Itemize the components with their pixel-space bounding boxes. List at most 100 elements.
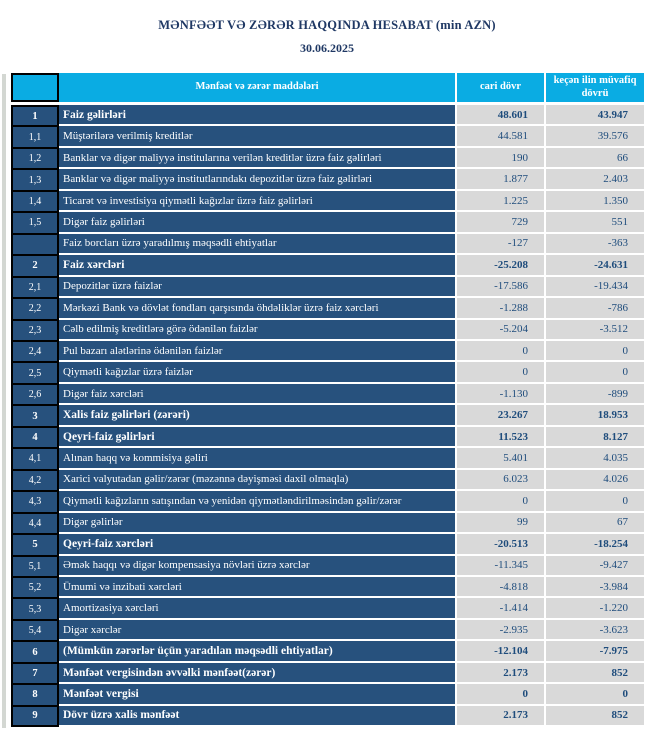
row-number: 2 [11, 255, 59, 277]
row-current-value: -25.208 [455, 255, 544, 277]
row-current-value: 2.173 [455, 705, 544, 728]
row-number: 1 [11, 105, 59, 127]
row-number: 2,2 [11, 298, 59, 320]
row-previous-value: 1.350 [544, 190, 644, 213]
row-previous-value: 43.947 [544, 105, 644, 127]
row-previous-value: -3.512 [544, 319, 644, 341]
row-previous-value: 0 [544, 491, 644, 513]
row-number: 4,1 [11, 448, 59, 470]
row-current-value: -20.513 [455, 534, 544, 556]
table-row: 5,3 Amortizasiya xərcləri -1.414 -1.220 [11, 598, 644, 620]
row-current-value: 0 [455, 340, 544, 363]
row-current-value: 44.581 [455, 126, 544, 148]
row-previous-value: 0 [544, 340, 644, 363]
table-row: 2,1 Depozitlər üzrə faizlər -17.586 -19.… [11, 276, 644, 299]
row-number: 1,3 [11, 169, 59, 191]
header-items-column: Mənfəət və zərər maddələri [59, 73, 455, 102]
row-label: Qiymətli kağızlar üzrə faizlər [59, 362, 455, 384]
header-current-period-column: cari dövr [455, 73, 544, 102]
table-row: 2,4 Pul bazarı alətlərinə ödənilən faizl… [11, 340, 644, 363]
table-row: 4 Qeyri-faiz gəlirləri 11.523 8.127 [11, 426, 644, 449]
table-row: 4,2 Xarici valyutadan gəlir/zərər (məzən… [11, 469, 644, 492]
row-previous-value: -24.631 [544, 255, 644, 277]
row-current-value: -2.935 [455, 619, 544, 642]
row-current-value: 6.023 [455, 469, 544, 492]
row-number: 2,6 [11, 383, 59, 406]
row-number: 6 [11, 641, 59, 663]
row-current-value: 729 [455, 212, 544, 234]
row-label: Qeyri-faiz xərcləri [59, 534, 455, 556]
table-row: 4,3 Qiymətli kağızların satışından və ye… [11, 491, 644, 513]
table-row: Faiz borcları üzrə yaradılmış məqsədli e… [11, 233, 644, 256]
row-label: Banklar və digər maliyyə institutlarında… [59, 169, 455, 191]
row-label: Banklar və digər maliyyə institularına v… [59, 147, 455, 170]
row-number [11, 233, 59, 256]
row-current-value: 2.173 [455, 662, 544, 685]
row-previous-value: 551 [544, 212, 644, 234]
row-label: Dövr üzrə xalis mənfəət [59, 705, 455, 728]
row-label: Faiz gəlirləri [59, 105, 455, 127]
row-previous-value: -363 [544, 233, 644, 256]
row-current-value: 99 [455, 512, 544, 535]
table-row: 3 Xalis faiz gəlirləri (zərəri) 23.267 1… [11, 405, 644, 427]
row-number: 5 [11, 534, 59, 556]
row-number: 8 [11, 684, 59, 706]
row-current-value: 1.877 [455, 169, 544, 191]
header-number-column [11, 73, 59, 102]
row-number: 9 [11, 705, 59, 728]
table-row: 1,2 Banklar və digər maliyyə instituları… [11, 147, 644, 170]
row-label: Mənfəət vergisindən əvvəlki mənfəət(zərə… [59, 662, 455, 685]
table-row: 1,5 Digər faiz gəlirləri 729 551 [11, 212, 644, 234]
report-date: 30.06.2025 [300, 41, 354, 55]
table-row: 2,3 Cəlb edilmiş kreditlərə görə ödənilə… [11, 319, 644, 341]
row-previous-value: -18.254 [544, 534, 644, 556]
row-number: 1,4 [11, 190, 59, 213]
row-number: 7 [11, 662, 59, 685]
row-number: 1,1 [11, 126, 59, 148]
row-current-value: 23.267 [455, 405, 544, 427]
row-previous-value: -9.427 [544, 555, 644, 577]
row-current-value: 11.523 [455, 426, 544, 449]
page-title: MƏNFƏƏT VƏ ZƏRƏR HAQQINDA HESABAT (min A… [158, 18, 496, 32]
row-label: Digər faiz gəlirləri [59, 212, 455, 234]
report-header: MƏNFƏƏT VƏ ZƏRƏR HAQQINDA HESABAT (min A… [0, 18, 654, 56]
table-row: 8 Mənfəət vergisi 0 0 [11, 684, 644, 706]
row-current-value: 48.601 [455, 105, 544, 127]
row-previous-value: 66 [544, 147, 644, 170]
row-current-value: -1.414 [455, 598, 544, 620]
row-previous-value: -7.975 [544, 641, 644, 663]
table-row: 2 Faiz xərcləri -25.208 -24.631 [11, 255, 644, 277]
row-previous-value: 18.953 [544, 405, 644, 427]
row-current-value: -127 [455, 233, 544, 256]
row-previous-value: -786 [544, 298, 644, 320]
table-row: 1,3 Banklar və digər maliyyə institutlar… [11, 169, 644, 191]
row-number: 3 [11, 405, 59, 427]
table-header-row: Mənfəət və zərər maddələri cari dövr keç… [11, 73, 644, 102]
table-row: 7 Mənfəət vergisindən əvvəlki mənfəət(zə… [11, 662, 644, 685]
row-label: Digər gəlirlər [59, 512, 455, 535]
row-number: 2,4 [11, 340, 59, 363]
row-number: 2,3 [11, 319, 59, 341]
profit-loss-table: Mənfəət və zərər maddələri cari dövr keç… [11, 73, 644, 728]
table-row: 5,1 Əmək haqqı və digər kompensasiya növ… [11, 555, 644, 577]
row-previous-value: 2.403 [544, 169, 644, 191]
row-label: Xalis faiz gəlirləri (zərəri) [59, 405, 455, 427]
row-previous-value: 0 [544, 684, 644, 706]
row-previous-value: 852 [544, 662, 644, 685]
row-number: 5,2 [11, 576, 59, 599]
row-number: 2,5 [11, 362, 59, 384]
row-number: 1,5 [11, 212, 59, 234]
row-label: (Mümkün zərərlər üçün yaradılan məqsədli… [59, 641, 455, 663]
table-row: 4,1 Alınan haqq və kommisiya gəliri 5.40… [11, 448, 644, 470]
header-previous-period-column: keçən ilin müvafiq dövrü [544, 73, 644, 102]
table-row: 6 (Mümkün zərərlər üçün yaradılan məqsəd… [11, 641, 644, 663]
row-label: Ticarət və investisiya qiymətli kağızlar… [59, 190, 455, 213]
row-previous-value: 0 [544, 362, 644, 384]
row-label: Əmək haqqı və digər kompensasiya növləri… [59, 555, 455, 577]
row-number: 4,4 [11, 512, 59, 535]
row-current-value: -12.104 [455, 641, 544, 663]
row-current-value: -4.818 [455, 576, 544, 599]
row-label: Alınan haqq və kommisiya gəliri [59, 448, 455, 470]
row-previous-value: 8.127 [544, 426, 644, 449]
row-number: 2,1 [11, 276, 59, 299]
